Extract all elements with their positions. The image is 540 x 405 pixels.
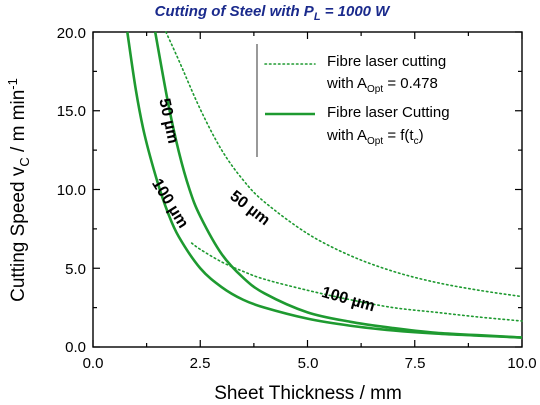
legend: Fibre laser cutting with AOpt = 0.478 Fi…: [256, 44, 450, 157]
y-axis-label: Cutting Speed vC / m min-1: [5, 78, 32, 302]
annotation-dotted-50um: 50 µm: [227, 188, 273, 230]
series-line-solid-3: [126, 31, 523, 339]
y-tick-label: 20.0: [57, 25, 86, 42]
series-line-dotted-0: [165, 31, 523, 298]
y-tick-labels: 0.0 5.0 10.0 15.0 20.0: [57, 25, 86, 356]
y-tick-label: 0.0: [65, 339, 86, 356]
x-tick-label: 0.0: [83, 355, 104, 372]
legend-entry-2-line2: with AOpt = f(tc): [326, 127, 424, 147]
legend-entry-2-line1: Fibre laser Cutting: [327, 104, 450, 121]
annotation-solid-50um: 50 µm: [155, 97, 181, 145]
axis-ticks: [92, 31, 523, 348]
series-group: [126, 31, 523, 339]
chart-title: Cutting of Steel with PL = 1000 W: [155, 3, 392, 23]
legend-entry-1-line2: with AOpt = 0.478: [326, 75, 438, 95]
x-tick-labels: 0.0 2.5 5.0 7.5 10.0: [83, 355, 537, 372]
y-tick-label: 5.0: [65, 261, 86, 278]
annotation-dotted-100um: 100 µm: [320, 284, 377, 315]
legend-entry-1-line1: Fibre laser cutting: [327, 53, 446, 70]
x-tick-label: 2.5: [190, 355, 211, 372]
y-tick-label: 15.0: [57, 103, 86, 120]
series-line-dotted-1: [190, 242, 523, 322]
y-tick-label: 10.0: [57, 182, 86, 199]
x-tick-label: 5.0: [298, 355, 319, 372]
x-tick-label: 10.0: [507, 355, 536, 372]
annotation-solid-100um: 100 µm: [148, 176, 191, 231]
x-axis-label: Sheet Thickness / mm: [214, 383, 402, 404]
x-tick-label: 7.5: [405, 355, 426, 372]
